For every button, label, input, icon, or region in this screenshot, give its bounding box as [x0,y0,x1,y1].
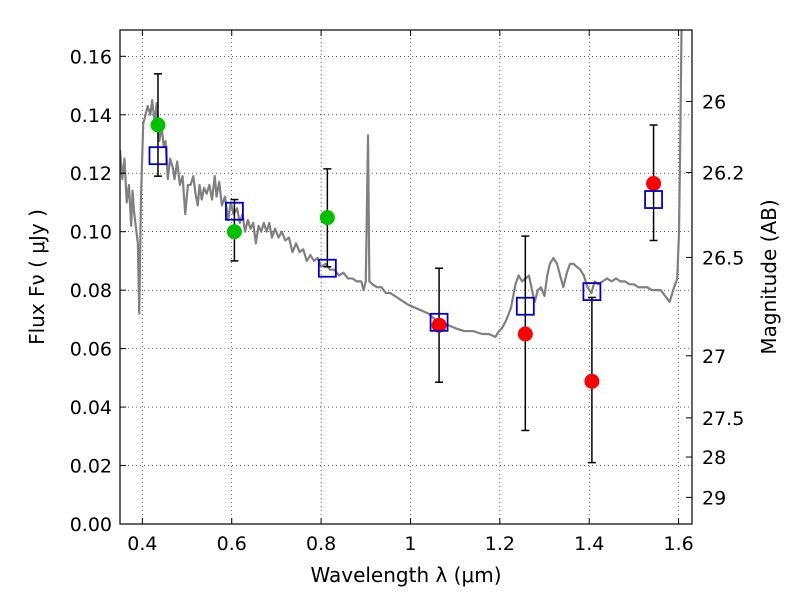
x-axis-label: Wavelength λ (μm) [310,563,501,587]
x-tick-label: 1.6 [663,533,693,555]
right-tick-label: 26 [702,91,726,113]
y-tick-label: 0.10 [70,222,112,244]
data-point-layer [148,117,663,389]
right-tick-label: 26.5 [702,247,744,269]
axis-tick-labels: 0.4 0.6 0.8 1 1.2 1.4 1.6 0.00 0.02 0.04 0.06 0.08 0… [70,46,745,555]
x-tick-label: 1.4 [574,533,604,555]
photometry-point [517,326,533,342]
y-tick-label: 0.12 [70,163,112,185]
y-tick-label: 0.02 [70,456,112,478]
x-tick-label: 0.6 [217,533,247,555]
photometry-point [584,373,600,389]
photometry-point [646,175,662,191]
y-tick-label: 0.14 [70,105,112,127]
photometry-point [226,224,242,240]
y-tick-label: 0.08 [70,280,112,302]
y-tick-label: 0.16 [70,46,112,68]
right-tick-label: 26.2 [702,163,744,185]
model-flux-square [429,312,449,332]
right-tick-label: 29 [702,487,726,509]
photometry-point [319,210,335,226]
right-tick-label: 28 [702,447,726,469]
x-tick-label: 0.8 [306,533,336,555]
y-tick-label: 0.04 [70,397,112,419]
x-tick-label: 1.2 [485,533,515,555]
right-tick-label: 27.5 [702,408,744,430]
model-spectrum-line [120,30,683,339]
photometry-point [431,317,447,333]
x-tick-label: 1 [404,533,416,555]
y-axis-label: Flux Fν ( μJy ) [25,209,49,345]
right-tick-label: 27 [702,346,726,368]
right-axis-label: Magnitude (AB) [757,199,781,354]
model-flux-square [224,201,244,221]
plot-frame [119,29,693,525]
y-tick-label: 0.06 [70,339,112,361]
model-flux-square [148,146,168,166]
photometry-point [150,117,166,133]
plot-background [120,30,692,524]
model-flux-square [582,282,602,302]
model-flux-square [644,190,663,209]
model-flux-square [317,258,337,278]
x-tick-label: 0.4 [127,533,157,555]
y-tick-label: 0.00 [70,514,112,536]
model-spectrum-layer [120,30,683,339]
axis-ticks [120,30,692,525]
model-flux-square [515,296,535,316]
